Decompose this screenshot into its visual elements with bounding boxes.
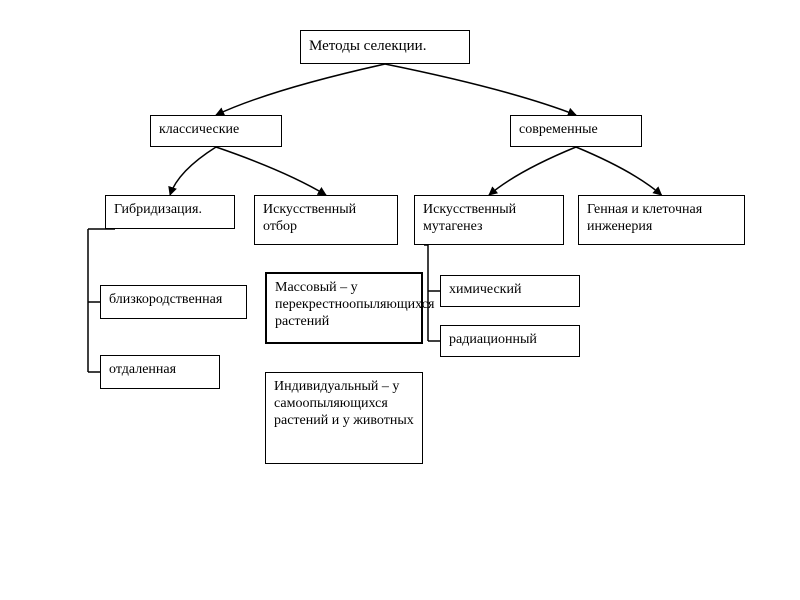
node-root: Методы селекции. [300, 30, 470, 64]
node-individual: Индивидуальный – у самоопыляющихся расте… [265, 372, 423, 464]
node-radiation: радиационный [440, 325, 580, 357]
node-label: Индивидуальный – у самоопыляющихся расте… [274, 379, 414, 428]
node-chemical: химический [440, 275, 580, 307]
node-selection: Искусственный отбор [254, 195, 398, 245]
node-label: Генная и клеточная инженерия [587, 202, 702, 234]
node-label: Искусственный отбор [263, 202, 356, 234]
node-engineering: Генная и клеточная инженерия [578, 195, 745, 245]
node-modern: современные [510, 115, 642, 147]
diagram-canvas: Методы селекции. классические современны… [0, 0, 800, 600]
node-distant: отдаленная [100, 355, 220, 389]
node-label: Искусственный мутагенез [423, 202, 516, 234]
node-close: близкородственная [100, 285, 247, 319]
node-mutagen: Искусственный мутагенез [414, 195, 564, 245]
node-hybrid: Гибридизация. [105, 195, 235, 229]
node-classical: классические [150, 115, 282, 147]
node-label: близкородственная [109, 292, 222, 307]
node-label: Массовый – у перекрестноопыляющихся раст… [275, 280, 434, 329]
node-label: современные [519, 122, 598, 137]
node-label: Методы селекции. [309, 38, 426, 54]
node-label: отдаленная [109, 362, 176, 377]
node-label: Гибридизация. [114, 202, 202, 217]
node-label: классические [159, 122, 239, 137]
node-label: химический [449, 282, 521, 297]
node-label: радиационный [449, 332, 537, 347]
node-mass: Массовый – у перекрестноопыляющихся раст… [265, 272, 423, 344]
